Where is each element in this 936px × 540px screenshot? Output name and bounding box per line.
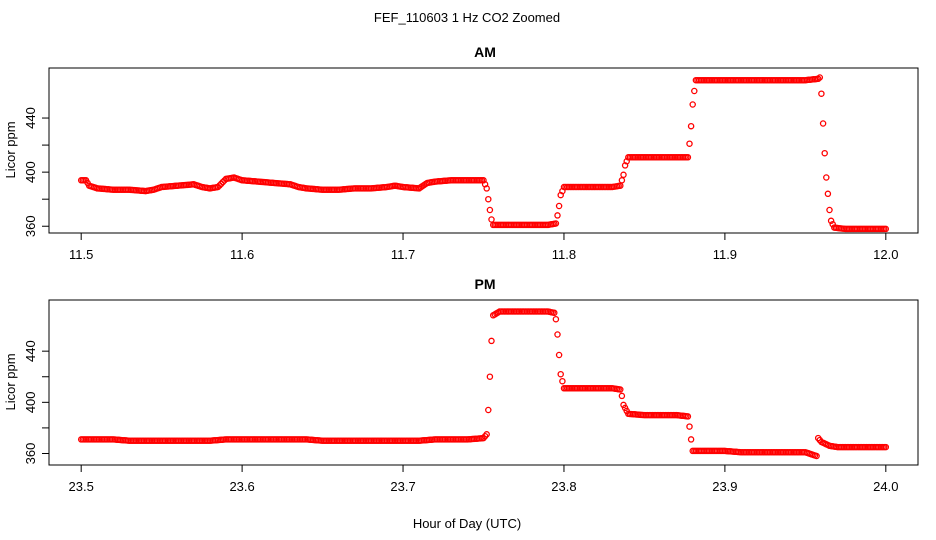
pm-data-point bbox=[684, 413, 692, 420]
am-x-axis: 11.5 11.6 11.7 11.8 11.9 12.0 bbox=[69, 232, 898, 262]
am-x-tick-label: 11.6 bbox=[230, 247, 254, 262]
pm-panel: PM 23.5 23.6 23.7 23.8 23.9 24.0 360 400 440 Li… bbox=[3, 276, 919, 494]
am-data-point bbox=[217, 180, 225, 188]
pm-data-point bbox=[551, 309, 558, 317]
pm-y-tick-label: 360 bbox=[23, 443, 38, 465]
am-panel-title: AM bbox=[474, 44, 496, 60]
am-data-point bbox=[816, 74, 824, 81]
am-data-point bbox=[882, 225, 890, 233]
pm-x-tick-label: 23.7 bbox=[390, 479, 415, 494]
pm-x-tick-label: 23.8 bbox=[551, 479, 576, 494]
pm-data-point bbox=[686, 423, 693, 430]
pm-data-point bbox=[687, 436, 695, 443]
am-y-tick-label: 360 bbox=[23, 215, 38, 237]
am-data-point bbox=[554, 212, 561, 219]
x-axis-label: Hour of Day (UTC) bbox=[413, 516, 521, 531]
am-y-tick-label: 400 bbox=[23, 161, 38, 183]
am-data-point bbox=[827, 217, 835, 225]
pm-y-tick-label: 440 bbox=[23, 340, 38, 362]
figure-title: FEF_110603 1 Hz CO2 Zoomed bbox=[374, 10, 560, 25]
am-x-tick-label: 11.8 bbox=[552, 247, 576, 262]
am-y-axis: 360 400 440 bbox=[23, 107, 50, 237]
am-data-point bbox=[826, 206, 833, 214]
am-data-point bbox=[689, 101, 696, 108]
am-data-point bbox=[214, 183, 222, 191]
pm-data-points bbox=[77, 308, 890, 460]
pm-x-tick-label: 23.6 bbox=[229, 479, 254, 494]
am-data-point bbox=[488, 216, 495, 223]
pm-panel-title: PM bbox=[475, 276, 496, 292]
am-data-point bbox=[684, 154, 692, 161]
am-data-point bbox=[821, 149, 828, 157]
pm-data-point bbox=[559, 377, 566, 385]
am-data-point bbox=[691, 87, 698, 95]
am-panel: AM 11.5 11.6 11.7 11.8 11.9 12.0 360 400 440 Li… bbox=[3, 44, 919, 262]
am-data-point bbox=[216, 182, 223, 189]
am-x-tick-label: 12.0 bbox=[873, 247, 898, 262]
am-data-point bbox=[823, 174, 830, 181]
pm-data-point bbox=[882, 443, 890, 451]
am-data-point bbox=[620, 171, 627, 179]
pm-x-axis: 23.5 23.6 23.7 23.8 23.9 24.0 bbox=[69, 464, 898, 494]
pm-data-point bbox=[488, 337, 495, 345]
am-x-tick-label: 11.7 bbox=[391, 247, 415, 262]
pm-x-tick-label: 23.9 bbox=[712, 479, 737, 494]
pm-y-tick-label: 400 bbox=[23, 391, 38, 413]
am-data-point bbox=[818, 90, 825, 97]
pm-data-point bbox=[617, 386, 624, 393]
am-data-point bbox=[555, 202, 563, 210]
am-data-point bbox=[687, 122, 695, 130]
pm-y-axis: 360 400 440 bbox=[23, 340, 50, 465]
am-data-point bbox=[824, 190, 832, 198]
am-x-tick-label: 11.5 bbox=[69, 247, 93, 262]
pm-data-point bbox=[554, 331, 561, 338]
am-data-point bbox=[486, 206, 494, 214]
am-data-point bbox=[219, 178, 227, 186]
am-y-tick-label: 440 bbox=[23, 107, 38, 129]
am-plot-frame bbox=[48, 67, 919, 234]
am-data-point bbox=[483, 185, 490, 192]
pm-y-axis-label: Licor ppm bbox=[3, 353, 18, 410]
pm-data-point bbox=[557, 370, 564, 378]
pm-data-point bbox=[483, 431, 490, 438]
am-y-axis-label: Licor ppm bbox=[3, 121, 18, 178]
am-data-point bbox=[829, 220, 836, 228]
pm-data-point bbox=[618, 392, 626, 400]
pm-x-tick-label: 24.0 bbox=[873, 479, 898, 494]
am-data-points bbox=[77, 74, 890, 233]
am-data-point bbox=[618, 177, 626, 184]
am-data-point bbox=[819, 120, 827, 127]
am-x-tick-label: 11.9 bbox=[713, 247, 737, 262]
am-data-point bbox=[485, 195, 492, 203]
pm-data-point bbox=[555, 351, 563, 359]
pm-data-point bbox=[486, 373, 494, 380]
pm-x-tick-label: 23.5 bbox=[69, 479, 94, 494]
pm-data-point bbox=[552, 315, 560, 323]
pm-data-point bbox=[813, 452, 820, 460]
pm-data-point bbox=[485, 406, 492, 414]
am-data-point bbox=[686, 140, 693, 147]
am-data-point bbox=[552, 220, 560, 227]
am-data-point bbox=[814, 75, 822, 83]
